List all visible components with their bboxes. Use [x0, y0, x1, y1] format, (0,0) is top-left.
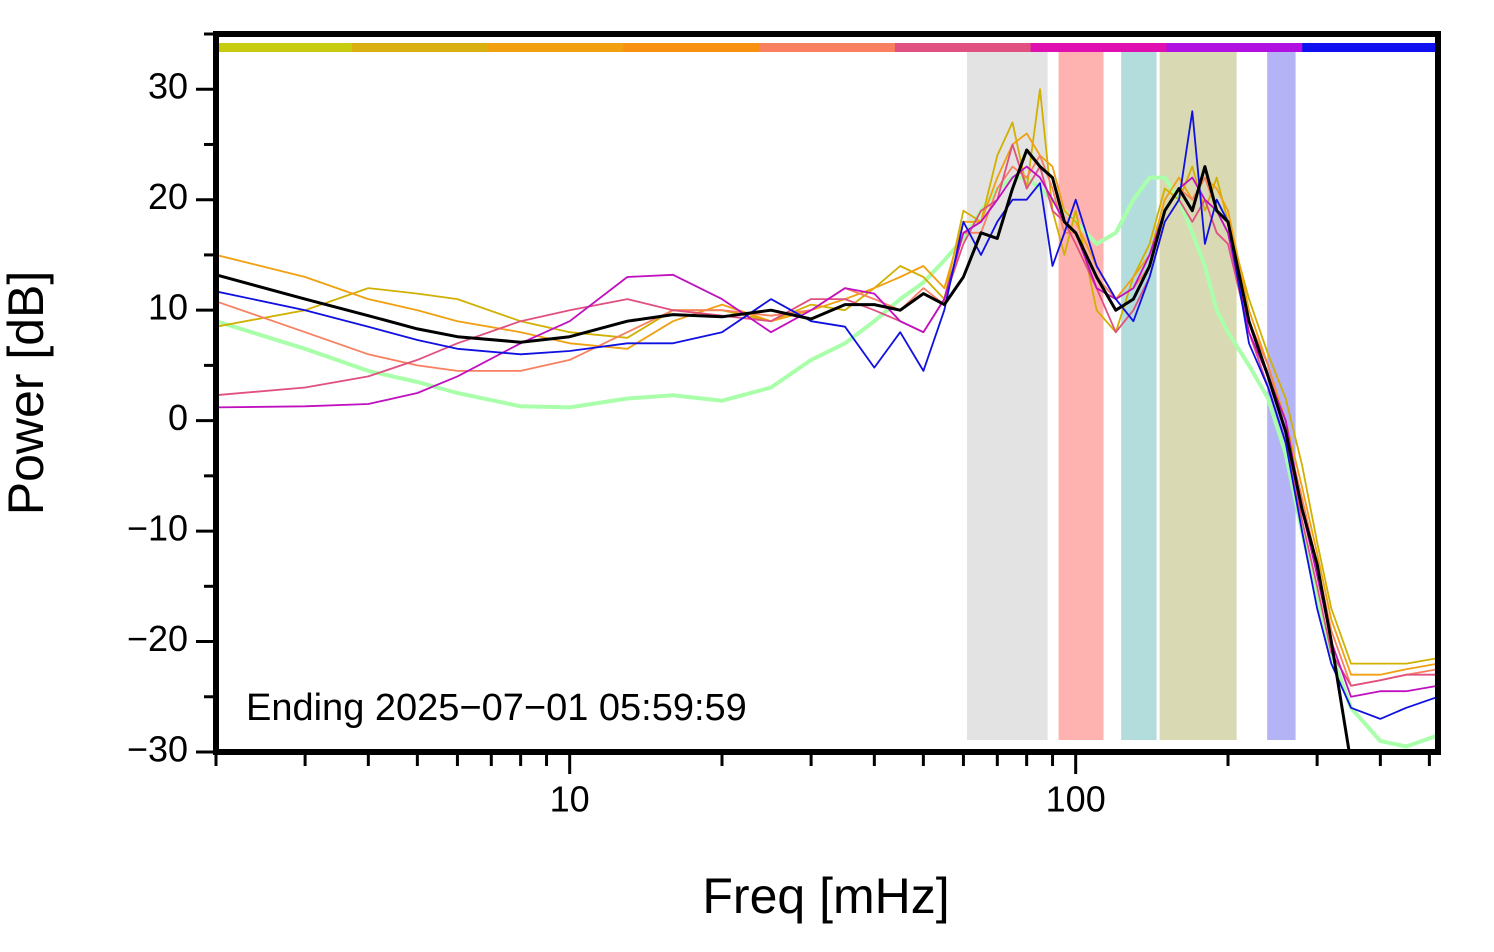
- y-tick-label: 10: [148, 287, 188, 328]
- series-line: [216, 132, 1438, 676]
- color-bar-segment: [351, 43, 489, 52]
- color-bar-segment: [216, 43, 353, 52]
- band: [1159, 52, 1237, 740]
- y-tick-label: 30: [148, 66, 188, 107]
- color-bar-segment: [1030, 43, 1167, 52]
- series-line: [216, 88, 1438, 665]
- bands: [216, 43, 1439, 740]
- series-line: [216, 165, 1438, 698]
- color-bar-segment: [623, 43, 760, 52]
- y-tick-label: 0: [168, 397, 188, 438]
- series-line: [216, 143, 1438, 687]
- axes: −30 −20 −10 0 10 20 30 10 100: [127, 31, 1441, 820]
- x-tick-label: 10: [550, 779, 590, 820]
- color-bar-segment: [1302, 43, 1439, 52]
- series-line: [216, 148, 1351, 752]
- band: [1121, 52, 1157, 740]
- band: [1058, 52, 1104, 740]
- series-line: [216, 175, 1438, 749]
- y-tick-label: −20: [127, 618, 188, 659]
- y-axis-label: Power [dB]: [0, 271, 54, 516]
- series-line: [216, 154, 1438, 687]
- plot-frame: [213, 31, 1441, 755]
- y-tick-label: −10: [127, 508, 188, 549]
- color-bar-segment: [894, 43, 1032, 52]
- series-line: [216, 110, 1438, 720]
- y-tick-label: −30: [127, 729, 188, 770]
- x-axis-label: Freq [mHz]: [702, 868, 949, 924]
- y-tick-label: 20: [148, 176, 188, 217]
- color-bar-segment: [487, 43, 624, 52]
- annotation: Ending 2025−07−01 05:59:59: [246, 687, 747, 729]
- color-bar-segment: [759, 43, 896, 52]
- color-bar-segment: [1166, 43, 1303, 52]
- x-tick-label: 100: [1046, 779, 1106, 820]
- lines: [216, 88, 1438, 752]
- band: [1267, 52, 1296, 740]
